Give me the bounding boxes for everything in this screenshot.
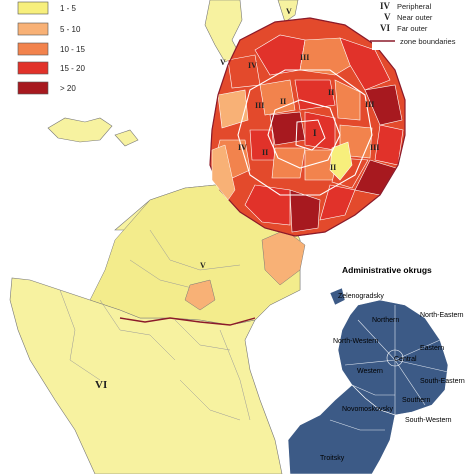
okrug-label-south-eastern: South-Eastern — [420, 378, 465, 385]
zone-label-V-c: V — [286, 7, 292, 16]
okrugs-inset: Administrative okrugs Zelenogradsky Nort… — [287, 265, 465, 474]
okrug-label-southern: Southern — [402, 397, 431, 404]
zone-boundary-label: zone boundaries — [400, 37, 456, 46]
inset-title: Administrative okrugs — [342, 265, 432, 275]
zone-legend-label-near-outer: Near outer — [397, 13, 433, 22]
zone-legend-num-IV: IV — [380, 1, 391, 11]
okrug-label-central: Central — [394, 356, 417, 363]
legend-label-3: 10 - 15 — [60, 45, 85, 54]
density-legend: 1 - 5 5 - 10 10 - 15 15 - 20 > 20 — [17, 1, 85, 95]
okrug-label-eastern: Eastern — [420, 345, 444, 352]
zone-label-III-d: III — [370, 143, 379, 152]
okrug-zelenogradsky-shape — [329, 287, 346, 306]
okrug-label-novomoskovsky: Novomoskovsky — [342, 406, 393, 413]
moscow-city-area — [209, 17, 406, 237]
zone-label-V-b: V — [200, 261, 206, 270]
legend-label-2: 5 - 10 — [60, 25, 81, 34]
zone-legend-label-far-outer: Far outer — [397, 24, 428, 33]
zone-label-VI: VI — [95, 379, 107, 391]
zone-label-I: I — [313, 128, 317, 138]
zone-label-II-a: II — [280, 97, 286, 106]
okrug-label-south-western: South-Western — [405, 417, 452, 424]
legend-label-1: 1 - 5 — [60, 4, 77, 13]
legend-swatch-1 — [17, 1, 49, 15]
zone-label-III-c: III — [300, 53, 309, 62]
legend-swatch-3 — [17, 42, 49, 56]
zone-legend-label-peripheral: Peripheral — [397, 2, 432, 11]
okrug-label-northern: Northern — [372, 317, 399, 324]
zone-label-III-b: III — [365, 100, 374, 109]
zone-label-III-a: III — [255, 101, 264, 110]
new-moscow-territory — [9, 0, 306, 474]
okrug-label-troitsky: Troitsky — [320, 455, 345, 462]
legend-label-4: 15 - 20 — [60, 64, 85, 73]
zone-label-II-c: II — [262, 148, 268, 157]
okrug-label-north-eastern: North-Eastern — [420, 312, 464, 319]
okrug-label-western: Western — [357, 368, 383, 375]
zone-roman-labels: I II II II II III III III III IV IV V V … — [95, 7, 379, 391]
okrug-label-zelenogradsky: Zelenogradsky — [338, 293, 384, 300]
zone-label-V-a: V — [220, 58, 226, 67]
zone-label-II-b: II — [328, 88, 334, 97]
zone-legend-num-V: V — [384, 12, 391, 22]
zone-legend-num-VI: VI — [380, 23, 390, 33]
okrug-new-moscow-shape — [287, 384, 396, 474]
legend-swatch-2 — [17, 22, 49, 36]
legend-label-5: > 20 — [60, 84, 76, 93]
zone-label-IV-b: IV — [248, 61, 257, 70]
zone-label-IV-a: IV — [238, 143, 247, 152]
zone-label-II-d: II — [330, 163, 336, 172]
zone-legend: IV Peripheral V Near outer VI Far outer … — [370, 0, 474, 50]
okrug-label-north-western: North-Western — [333, 338, 378, 345]
legend-swatch-5 — [17, 81, 49, 95]
legend-swatch-4 — [17, 61, 49, 75]
